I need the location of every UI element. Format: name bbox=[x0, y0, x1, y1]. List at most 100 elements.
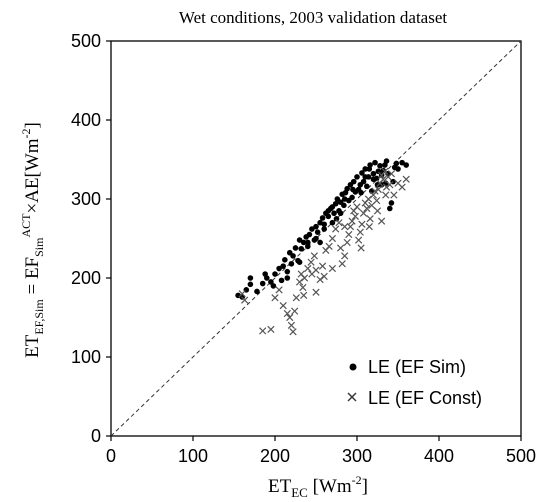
data-point-ef-const bbox=[379, 175, 387, 183]
y-axis-ticks: 0 100 200 300 400 500 bbox=[71, 31, 111, 446]
data-point-ef-sim bbox=[278, 277, 285, 284]
data-point-ef-const bbox=[373, 196, 381, 205]
legend-marker-ef-const bbox=[347, 392, 357, 402]
data-point-ef-const bbox=[345, 230, 353, 239]
data-point-ef-const bbox=[341, 223, 349, 231]
data-point-ef-const bbox=[382, 183, 391, 191]
data-point-ef-sim bbox=[360, 178, 367, 185]
data-point-ef-sim bbox=[321, 221, 328, 228]
data-point-ef-sim bbox=[331, 210, 337, 217]
data-point-ef-const bbox=[355, 236, 363, 244]
data-point-ef-sim bbox=[296, 237, 303, 243]
data-point-ef-const bbox=[241, 296, 249, 304]
data-point-ef-const bbox=[364, 195, 373, 203]
data-point-ef-const bbox=[341, 252, 349, 260]
y-tick-label: 400 bbox=[71, 110, 101, 130]
legend-label-ef-const: LE (EF Const) bbox=[368, 388, 482, 408]
data-point-ef-sim bbox=[341, 202, 347, 209]
data-point-ef-const bbox=[343, 238, 351, 247]
y-axis-label: ETEF,Sim = EFSimACT×AE[Wm-2] bbox=[19, 122, 46, 358]
data-point-ef-sim bbox=[393, 160, 400, 167]
data-point-ef-const bbox=[356, 228, 364, 236]
x-axis-label: ETEC [Wm-2] bbox=[268, 473, 368, 500]
data-point-ef-sim bbox=[372, 159, 378, 166]
data-point-ef-const bbox=[316, 275, 324, 284]
data-point-ef-sim bbox=[254, 288, 260, 295]
one-to-one-dashed-line bbox=[110, 40, 522, 437]
data-point-ef-const bbox=[291, 307, 299, 315]
legend-label-ef-sim: LE (EF Sim) bbox=[368, 357, 466, 377]
data-point-ef-const bbox=[381, 167, 389, 175]
data-point-ef-const bbox=[386, 181, 394, 189]
data-point-ef-sim bbox=[290, 253, 296, 259]
y-tick-label: 100 bbox=[71, 347, 101, 367]
data-point-ef-const bbox=[374, 185, 382, 194]
data-point-ef-sim bbox=[377, 163, 383, 169]
data-point-ef-sim bbox=[305, 239, 311, 246]
data-point-ef-sim bbox=[350, 178, 357, 185]
data-point-ef-const bbox=[267, 325, 275, 333]
data-point-ef-const bbox=[336, 244, 345, 252]
data-point-ef-const bbox=[300, 274, 309, 282]
data-point-ef-const bbox=[390, 191, 398, 199]
data-point-ef-const bbox=[402, 175, 410, 183]
data-point-ef-const bbox=[332, 225, 340, 233]
data-point-ef-const bbox=[398, 183, 406, 191]
data-point-ef-sim bbox=[395, 166, 401, 172]
data-point-ef-const bbox=[279, 302, 287, 310]
data-point-ef-sim bbox=[319, 215, 326, 221]
data-point-ef-const bbox=[304, 264, 312, 273]
data-point-ef-const bbox=[320, 272, 328, 281]
data-point-ef-sim bbox=[388, 200, 395, 206]
data-point-ef-sim bbox=[298, 245, 305, 252]
data-point-ef-sim bbox=[329, 204, 336, 210]
one-to-one-line bbox=[110, 40, 522, 437]
data-point-ef-const bbox=[295, 278, 304, 286]
x-tick-label: 400 bbox=[424, 446, 454, 466]
data-point-ef-sim bbox=[325, 208, 332, 214]
x-tick-label: 200 bbox=[260, 446, 290, 466]
data-point-ef-const bbox=[289, 328, 297, 336]
data-point-ef-const bbox=[312, 266, 320, 274]
data-point-ef-sim bbox=[362, 166, 369, 172]
data-point-ef-sim bbox=[399, 159, 405, 166]
data-point-ef-sim bbox=[288, 260, 295, 267]
data-point-ef-const bbox=[310, 252, 318, 260]
data-point-ef-sim bbox=[264, 275, 270, 281]
data-point-ef-sim bbox=[344, 185, 350, 192]
data-point-ef-const bbox=[358, 220, 366, 228]
data-point-ef-sim bbox=[296, 259, 303, 266]
data-point-ef-sim bbox=[359, 170, 365, 176]
legend: LE (EF Sim) LE (EF Const) bbox=[347, 357, 482, 408]
data-point-ef-sim bbox=[305, 243, 311, 250]
data-point-ef-const bbox=[325, 242, 333, 251]
data-point-ef-const bbox=[359, 209, 368, 217]
data-point-ef-sim bbox=[292, 245, 299, 251]
plot-area bbox=[110, 40, 522, 437]
data-point-ef-const bbox=[353, 203, 361, 211]
x-axis-ticks: 0 100 200 300 400 500 bbox=[106, 436, 536, 466]
data-point-ef-sim bbox=[403, 162, 410, 168]
data-point-ef-const bbox=[300, 291, 308, 300]
data-point-ef-sim bbox=[247, 281, 254, 288]
data-point-ef-sim bbox=[333, 215, 340, 222]
data-point-ef-const bbox=[238, 290, 246, 298]
data-point-ef-const bbox=[259, 327, 267, 335]
data-point-ef-const bbox=[328, 264, 337, 273]
data-point-ef-sim bbox=[282, 257, 288, 263]
data-point-ef-sim bbox=[374, 181, 381, 188]
data-point-ef-const bbox=[338, 260, 346, 268]
data-point-ef-sim bbox=[387, 205, 393, 212]
data-point-ef-const bbox=[366, 215, 374, 223]
data-point-ef-sim bbox=[272, 271, 278, 277]
data-point-ef-sim bbox=[284, 268, 291, 275]
y-tick-label: 300 bbox=[71, 189, 101, 209]
data-point-ef-const bbox=[307, 258, 315, 266]
data-point-ef-sim bbox=[370, 176, 377, 183]
data-point-ef-sim bbox=[370, 170, 377, 177]
data-point-ef-const bbox=[283, 309, 291, 318]
plot-frame bbox=[110, 40, 522, 437]
data-point-ef-const bbox=[351, 212, 359, 221]
x-tick-label: 100 bbox=[178, 446, 208, 466]
